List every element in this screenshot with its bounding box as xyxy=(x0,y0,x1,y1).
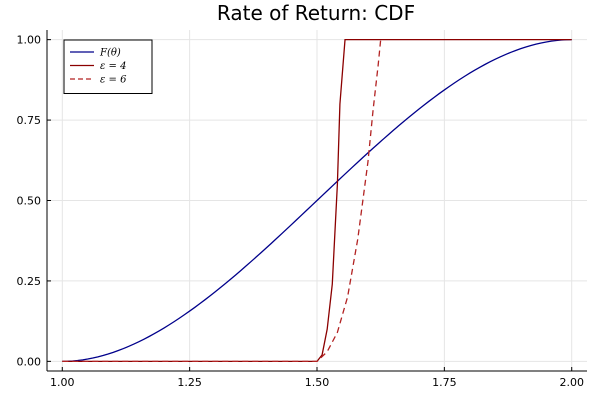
x-tick-label: 2.00 xyxy=(559,376,584,389)
y-tick-label: 0.00 xyxy=(17,355,42,368)
y-tick-label: 0.75 xyxy=(17,114,42,127)
x-tick-label: 1.00 xyxy=(50,376,75,389)
legend-label: ε = 6 xyxy=(100,75,127,86)
series-line-3 xyxy=(62,39,382,362)
series-lines xyxy=(62,39,572,362)
legend: F(θ) ε = 4 ε = 6 xyxy=(63,39,153,94)
tick-labels: 1.00 1.25 1.50 1.75 2.00 0.00 0.25 0.50 0.75 1.00 xyxy=(17,34,584,389)
y-tick-label: 1.00 xyxy=(17,34,42,47)
series-line-1 xyxy=(62,39,572,362)
y-tick-label: 0.50 xyxy=(17,195,42,208)
axes xyxy=(46,30,587,372)
chart-title: Rate of Return: CDF xyxy=(217,1,415,25)
legend-box xyxy=(63,39,153,94)
x-tick-label: 1.25 xyxy=(177,376,202,389)
series-line-2 xyxy=(62,39,572,362)
legend-label: F(θ) xyxy=(99,48,121,59)
x-tick-label: 1.75 xyxy=(432,376,457,389)
x-tick-label: 1.50 xyxy=(305,376,330,389)
legend-label: ε = 4 xyxy=(100,61,126,72)
y-tick-label: 0.25 xyxy=(17,275,42,288)
